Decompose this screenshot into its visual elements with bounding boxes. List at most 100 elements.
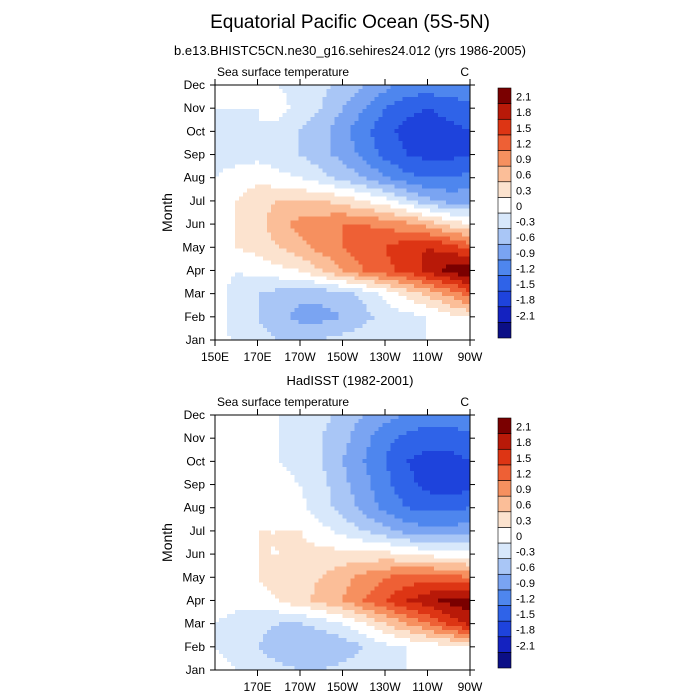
y-tick-label: Jun — [186, 547, 205, 561]
colorbar-label: -1.8 — [516, 295, 535, 307]
colorbar-observations: 2.1 1.8 1.5 1.2 0.9 0.6 0.3 0 -0.3 -0.6 -0.9 -1.2 -1… — [497, 417, 535, 669]
model-panel-subtitle: b.e13.BHISTC5CN.ne30_g16.sehires24.012 (… — [174, 43, 526, 58]
left-string-label: Sea surface temperature — [217, 395, 349, 409]
colorbar-label: -0.3 — [516, 217, 535, 229]
colorbar-box — [497, 150, 512, 167]
y-tick-label: Feb — [184, 640, 205, 654]
colorbar-box — [497, 636, 512, 653]
sst-field-model — [215, 85, 471, 341]
obs-panel-subtitle: HadISST (1982-2001) — [286, 373, 414, 388]
colorbar-label: -0.9 — [516, 578, 535, 590]
colorbar-label: 2.1 — [516, 92, 531, 104]
y-tick-label: Aug — [184, 171, 205, 185]
colorbar-box — [497, 87, 512, 104]
colorbar-box — [497, 275, 512, 292]
x-tick-label: 110W — [412, 680, 443, 694]
y-tick-label: Jul — [190, 524, 205, 538]
y-tick-label: Nov — [184, 431, 205, 445]
colorbar-box — [497, 134, 512, 151]
y-tick-label: Sep — [184, 478, 206, 492]
units-label: C — [460, 395, 469, 409]
colorbar-label: 0 — [516, 531, 522, 543]
x-tick-label: 150W — [327, 680, 359, 694]
colorbar-box — [497, 495, 512, 513]
y-tick-label: Dec — [184, 408, 205, 422]
colorbar-label: 0.3 — [516, 185, 531, 197]
colorbar-box — [497, 197, 512, 214]
colorbar-label: 1.8 — [516, 107, 531, 119]
colorbar-label: 2.1 — [516, 422, 531, 434]
x-tick-label: 170W — [284, 680, 316, 694]
y-tick-label: Feb — [184, 310, 205, 324]
colorbar-label: -1.5 — [516, 279, 535, 291]
colorbar-model: 2.1 1.8 1.5 1.2 0.9 0.6 0.3 0 -0.3 -0.6 -0.9 -1.2 -1… — [497, 87, 535, 339]
x-tick-label: 150W — [327, 350, 359, 364]
y-tick-label: Jan — [186, 663, 205, 677]
y-tick-label: May — [182, 240, 205, 254]
sst-panel-model: Jan Feb Mar Apr May Jun Jul Aug Sep Oct Nov Dec 150E… — [159, 65, 535, 364]
colorbar-label: -2.1 — [516, 310, 535, 322]
colorbar-box — [497, 589, 512, 606]
colorbar-box — [497, 259, 512, 276]
y-tick-label: Mar — [184, 617, 205, 631]
colorbar-label: -1.2 — [516, 593, 535, 605]
colorbar-label: -0.3 — [516, 547, 535, 559]
y-tick-label: Dec — [184, 78, 205, 92]
colorbar-box — [497, 417, 512, 434]
colorbar-box — [497, 573, 512, 591]
y-tick-label: Oct — [186, 454, 205, 468]
colorbar-label: -1.2 — [516, 263, 535, 275]
y-tick-label: Oct — [186, 124, 205, 138]
x-tick-label: 130W — [369, 350, 401, 364]
y-axis-label: Month — [159, 523, 175, 562]
y-tick-label: Jul — [190, 194, 205, 208]
x-tick-label: 90W — [458, 680, 483, 694]
colorbar-label: 1.2 — [516, 468, 531, 480]
sst-panel-observations: Jan Feb Mar Apr May Jun Jul Aug Sep Oct Nov Dec 170E… — [159, 395, 535, 694]
y-tick-label: Jan — [186, 333, 205, 347]
colorbar-label: 0.6 — [516, 500, 531, 512]
y-tick-label: Apr — [186, 593, 205, 607]
units-label: C — [460, 65, 469, 79]
colorbar-box — [497, 605, 512, 622]
colorbar-label: -0.9 — [516, 248, 535, 260]
x-tick-label: 150E — [201, 350, 229, 364]
colorbar-label: 1.2 — [516, 138, 531, 150]
colorbar-label: -2.1 — [516, 640, 535, 652]
colorbar-label: 1.5 — [516, 123, 531, 135]
colorbar-box — [497, 448, 512, 466]
y-tick-label: May — [182, 570, 205, 584]
colorbar-box — [497, 306, 512, 323]
colorbar-box — [497, 181, 512, 198]
x-tick-label: 170W — [284, 350, 316, 364]
x-tick-label: 110W — [412, 350, 443, 364]
colorbar-box — [497, 558, 512, 575]
colorbar-box — [497, 118, 512, 136]
colorbar-box — [497, 243, 512, 261]
colorbar-label: -1.5 — [516, 609, 535, 621]
colorbar-label: 1.5 — [516, 453, 531, 465]
y-tick-label: Jun — [186, 217, 205, 231]
colorbar-box — [497, 228, 512, 245]
x-tick-label: 90W — [458, 350, 483, 364]
left-string-label: Sea surface temperature — [217, 65, 349, 79]
colorbar-box — [497, 322, 512, 339]
x-tick-label: 130W — [369, 680, 401, 694]
colorbar-box — [497, 652, 512, 669]
main-title: Equatorial Pacific Ocean (5S-5N) — [210, 12, 490, 33]
colorbar-label: 0.9 — [516, 154, 531, 166]
colorbar-label: 0.3 — [516, 515, 531, 527]
colorbar-box — [497, 542, 512, 559]
x-tick-label: 170E — [243, 680, 271, 694]
y-tick-label: Apr — [186, 263, 205, 277]
colorbar-box — [497, 464, 512, 481]
colorbar-box — [497, 165, 512, 183]
colorbar-label: 0 — [516, 201, 522, 213]
colorbar-box — [497, 290, 512, 308]
colorbar-label: 0.6 — [516, 170, 531, 182]
x-tick-label: 170E — [243, 350, 271, 364]
y-tick-label: Nov — [184, 101, 205, 115]
colorbar-label: 1.8 — [516, 437, 531, 449]
colorbar-label: -1.8 — [516, 625, 535, 637]
